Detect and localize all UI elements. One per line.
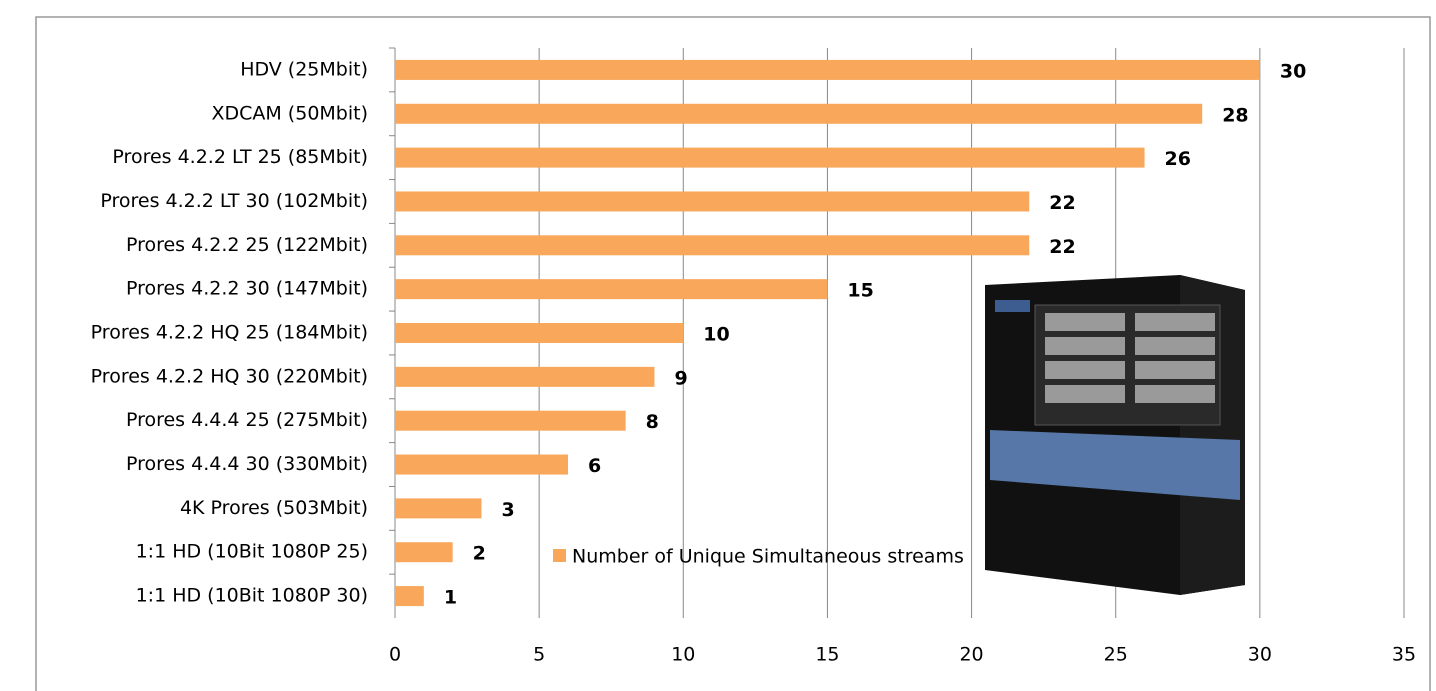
- value-label: 8: [646, 411, 659, 433]
- y-tick-label: XDCAM (50Mbit): [211, 102, 368, 124]
- value-label: 3: [501, 499, 514, 521]
- bar: [395, 59, 1260, 80]
- y-tick-label: HDV (25Mbit): [240, 58, 368, 80]
- y-tick-label: Prores 4.2.2 HQ 25 (184Mbit): [91, 322, 368, 344]
- bar: [395, 191, 1030, 212]
- y-tick-label: 1:1 HD (10Bit 1080P 25): [136, 541, 368, 563]
- bar: [395, 235, 1030, 256]
- bar: [395, 410, 626, 431]
- y-tick-label: Prores 4.2.2 HQ 30 (220Mbit): [91, 365, 368, 387]
- legend-label: Number of Unique Simultaneous streams: [572, 546, 964, 568]
- y-tick-label: Prores 4.2.2 LT 25 (85Mbit): [112, 146, 368, 168]
- x-tick-label: 25: [1104, 644, 1128, 666]
- value-label: 9: [674, 367, 687, 389]
- y-tick-label: 1:1 HD (10Bit 1080P 30): [136, 585, 368, 607]
- bar: [395, 586, 424, 607]
- frame: [35, 16, 1431, 691]
- value-label: 26: [1165, 148, 1191, 170]
- x-tick-label: 20: [959, 644, 983, 666]
- product-image: [985, 275, 1245, 595]
- value-label: 10: [703, 324, 729, 346]
- bar: [395, 279, 828, 300]
- value-label: 30: [1280, 60, 1306, 82]
- x-tick-label: 30: [1248, 644, 1272, 666]
- value-label: 28: [1222, 104, 1248, 126]
- x-tick-label: 0: [389, 644, 401, 666]
- bar: [395, 147, 1145, 168]
- y-tick-label: Prores 4.2.2 25 (122Mbit): [126, 234, 368, 256]
- value-label: 1: [444, 587, 457, 609]
- value-label: 22: [1049, 192, 1075, 214]
- value-label: 2: [473, 543, 486, 565]
- value-label: 6: [588, 455, 601, 477]
- bar: [395, 366, 655, 387]
- bar: [395, 454, 568, 475]
- bar: [395, 498, 482, 519]
- plot: 0 5 10 15 20 25 30 35 HDV (25Mbit) XDCAM (50Mbit)…: [91, 47, 1416, 666]
- legend-swatch: [553, 549, 566, 562]
- bar: [395, 323, 684, 343]
- x-tick-label: 10: [671, 644, 695, 666]
- bar: [395, 103, 1203, 124]
- y-tick-label: Prores 4.4.4 25 (275Mbit): [126, 409, 368, 431]
- x-tick-label: 5: [533, 644, 545, 666]
- x-tick-label: 15: [815, 644, 839, 666]
- y-tick-label: Prores 4.4.4 30 (330Mbit): [126, 453, 368, 475]
- y-tick-label: 4K Prores (503Mbit): [180, 497, 368, 519]
- y-tick-label: Prores 4.2.2 LT 30 (102Mbit): [100, 190, 368, 212]
- y-tick-label: Prores 4.2.2 30 (147Mbit): [126, 278, 368, 300]
- value-label: 22: [1049, 236, 1075, 258]
- x-tick-label: 35: [1392, 644, 1416, 666]
- bar: [395, 542, 453, 563]
- value-label: 15: [847, 280, 873, 302]
